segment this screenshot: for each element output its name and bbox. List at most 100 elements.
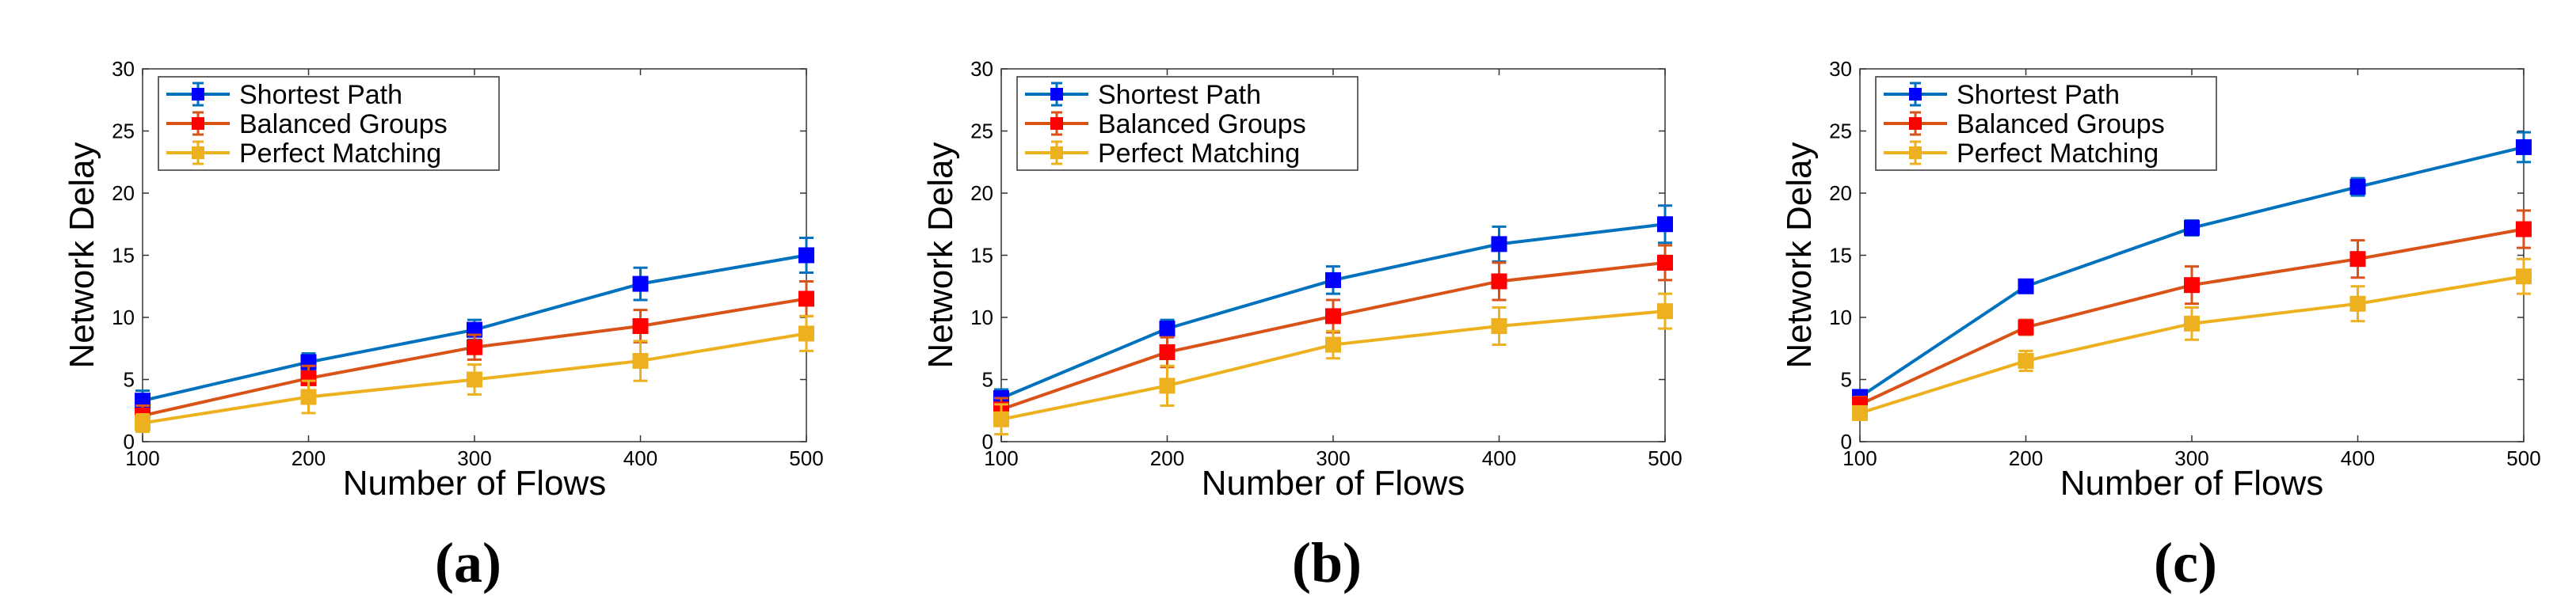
- panel-label-b: (b): [1292, 531, 1362, 594]
- legend-box: [158, 76, 500, 171]
- data-point-balanced-groups: [632, 317, 649, 334]
- legend-label-shortest-path: Shortest Path: [1957, 80, 2120, 110]
- chart-panel-c: (c) 100 200 300 400 500 0 5 10 15 20 25 30 Number of…: [1780, 57, 2541, 594]
- data-point-perfect-matching: [1852, 404, 1868, 421]
- legend-label-perfect-matching: Perfect Matching: [1098, 139, 1300, 169]
- legend-marker-perfect-matching: [1909, 146, 1922, 159]
- data-point-balanced-groups: [2184, 277, 2200, 294]
- panel-label-a: (a): [435, 531, 501, 594]
- series-perfect-matching: [993, 292, 1673, 436]
- legend-marker-shortest-path: [192, 88, 204, 101]
- data-point-shortest-path: [2349, 179, 2366, 196]
- data-point-shortest-path: [1657, 216, 1673, 233]
- y-tick-label: 0: [124, 430, 135, 454]
- x-tick-label: 200: [1150, 446, 1184, 470]
- data-point-perfect-matching: [1491, 317, 1507, 334]
- x-tick-label: 400: [623, 446, 657, 470]
- y-tick-label: 10: [112, 306, 135, 329]
- series-perfect-matching: [1852, 257, 2532, 421]
- x-tick-label: 100: [984, 446, 1018, 470]
- y-tick-label: 5: [124, 368, 135, 392]
- data-point-perfect-matching: [2018, 352, 2034, 369]
- y-tick-label: 30: [1829, 57, 1852, 81]
- y-tick-label: 25: [112, 120, 135, 143]
- x-axis-label: Number of Flows: [2060, 464, 2324, 503]
- data-point-shortest-path: [1159, 321, 1176, 337]
- data-point-balanced-groups: [300, 370, 317, 386]
- data-point-perfect-matching: [2349, 295, 2366, 312]
- x-tick-label: 500: [1648, 446, 1682, 470]
- legend-label-shortest-path: Shortest Path: [1098, 80, 1261, 110]
- x-tick-label: 200: [2009, 446, 2043, 470]
- legend-marker-shortest-path: [1050, 88, 1063, 101]
- legend-label-balanced-groups: Balanced Groups: [239, 109, 448, 139]
- data-point-balanced-groups: [1491, 273, 1507, 290]
- y-tick-label: 20: [112, 181, 135, 205]
- x-axis-label: Number of Flows: [1202, 464, 1465, 503]
- y-axis-label: Network Delay: [921, 142, 960, 368]
- y-tick-label: 15: [112, 244, 135, 268]
- data-point-shortest-path: [2184, 219, 2200, 236]
- data-point-perfect-matching: [632, 352, 649, 369]
- x-tick-label: 400: [1482, 446, 1516, 470]
- x-axis-label: Number of Flows: [343, 464, 607, 503]
- data-point-shortest-path: [1325, 271, 1341, 288]
- data-point-balanced-groups: [1657, 254, 1673, 271]
- data-point-shortest-path: [2516, 139, 2532, 155]
- y-tick-label: 5: [1841, 368, 1852, 392]
- x-tick-label: 300: [2174, 446, 2208, 470]
- y-tick-label: 30: [112, 57, 135, 81]
- y-axis-label: Network Delay: [1780, 142, 1819, 368]
- y-tick-label: 30: [970, 57, 993, 81]
- legend-label-shortest-path: Shortest Path: [239, 80, 402, 110]
- x-tick-label: 400: [2341, 446, 2375, 470]
- y-tick-label: 0: [982, 430, 993, 454]
- legend-marker-perfect-matching: [1050, 146, 1063, 159]
- data-point-balanced-groups: [798, 290, 814, 307]
- series-balanced-groups: [135, 279, 814, 427]
- chart-panel-b: (b) 100 200 300 400 500 0 5 10 15 20 25 30 Number of…: [921, 57, 1682, 594]
- data-point-perfect-matching: [1159, 378, 1176, 394]
- data-point-balanced-groups: [1325, 308, 1341, 325]
- y-tick-label: 10: [970, 306, 993, 329]
- legend-marker-balanced-groups: [192, 117, 204, 130]
- data-point-balanced-groups: [467, 339, 482, 355]
- x-tick-label: 200: [292, 446, 326, 470]
- y-axis-label: Network Delay: [63, 142, 101, 368]
- legend-label-perfect-matching: Perfect Matching: [239, 139, 441, 169]
- data-point-balanced-groups: [2516, 221, 2532, 237]
- y-tick-label: 15: [970, 244, 993, 268]
- data-point-perfect-matching: [135, 415, 151, 431]
- x-tick-label: 100: [1842, 446, 1877, 470]
- data-point-perfect-matching: [1657, 303, 1673, 320]
- y-tick-label: 5: [982, 368, 993, 392]
- data-point-balanced-groups: [2018, 319, 2034, 336]
- series-perfect-matching: [135, 314, 814, 433]
- y-tick-label: 20: [1829, 181, 1852, 205]
- data-point-balanced-groups: [1159, 344, 1176, 360]
- data-point-perfect-matching: [300, 389, 317, 405]
- data-point-shortest-path: [1491, 236, 1507, 252]
- y-tick-label: 15: [1829, 244, 1852, 268]
- data-point-shortest-path: [2018, 278, 2034, 294]
- legend-label-balanced-groups: Balanced Groups: [1957, 109, 2165, 139]
- data-point-perfect-matching: [1325, 336, 1341, 353]
- series-balanced-groups: [1852, 209, 2532, 413]
- legend-marker-balanced-groups: [1050, 117, 1063, 130]
- x-tick-label: 100: [125, 446, 159, 470]
- y-tick-label: 10: [1829, 306, 1852, 329]
- x-tick-label: 300: [1316, 446, 1350, 470]
- y-tick-label: 20: [970, 181, 993, 205]
- chart-panel-a: (a) 100 200 300 400 500 0 5 10 15 20 25 30 Number of…: [63, 57, 824, 594]
- y-tick-label: 25: [1829, 120, 1852, 143]
- data-point-perfect-matching: [467, 371, 482, 388]
- data-point-perfect-matching: [2184, 315, 2200, 332]
- data-point-shortest-path: [632, 275, 649, 292]
- legend-marker-balanced-groups: [1909, 117, 1922, 130]
- y-tick-label: 0: [1841, 430, 1852, 454]
- data-point-perfect-matching: [798, 325, 814, 342]
